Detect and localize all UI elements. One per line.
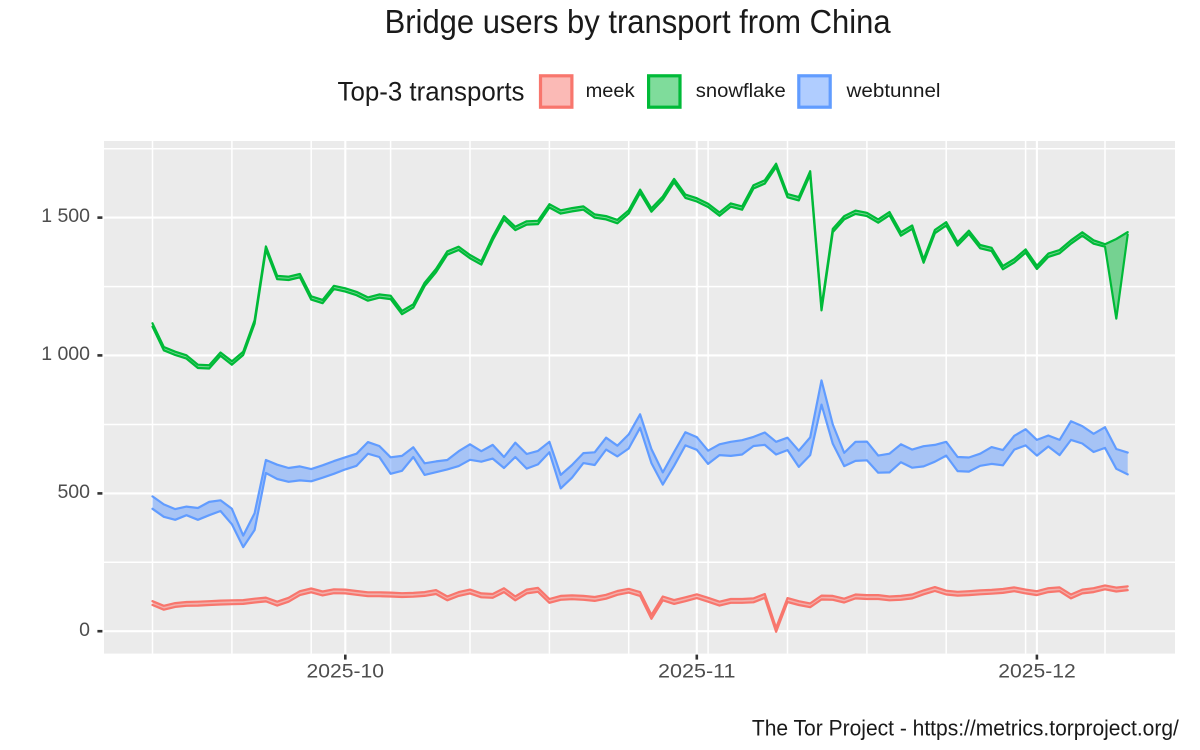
svg-text:snowflake: snowflake [696, 81, 786, 102]
svg-text:500: 500 [57, 481, 90, 503]
svg-text:1 000: 1 000 [41, 343, 90, 365]
svg-text:1 500: 1 500 [41, 205, 90, 227]
svg-text:webtunnel: webtunnel [845, 81, 940, 102]
svg-text:2025-12: 2025-12 [998, 661, 1076, 683]
svg-text:Bridge users by transport from: Bridge users by transport from China [385, 4, 891, 41]
svg-text:Top-3 transports: Top-3 transports [338, 76, 525, 106]
svg-text:meek: meek [586, 81, 636, 102]
svg-text:The Tor Project - https://metr: The Tor Project - https://metrics.torpro… [752, 715, 1180, 740]
svg-text:0: 0 [79, 619, 90, 641]
svg-text:2025-11: 2025-11 [658, 661, 736, 683]
svg-text:2025-10: 2025-10 [307, 661, 385, 683]
